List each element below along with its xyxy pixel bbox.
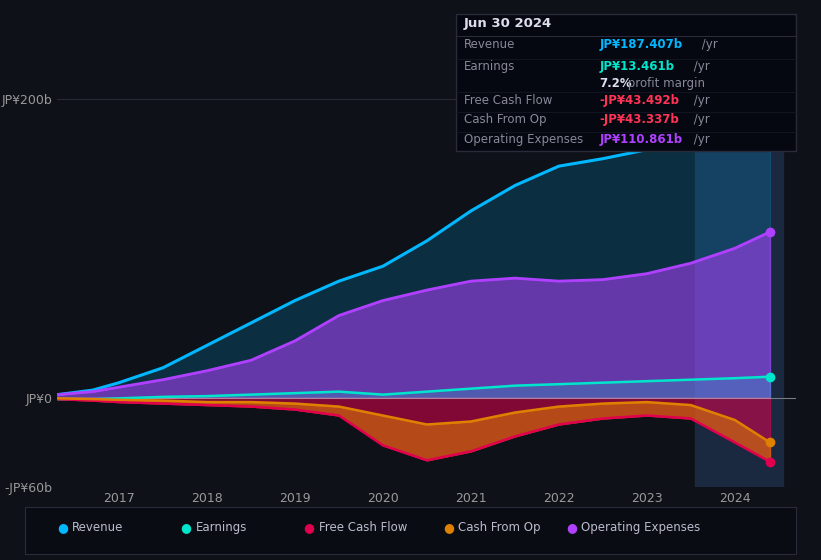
Text: profit margin: profit margin xyxy=(624,77,705,90)
Text: ●: ● xyxy=(566,521,577,534)
Text: -JP¥43.337b: -JP¥43.337b xyxy=(599,113,679,126)
Text: Operating Expenses: Operating Expenses xyxy=(581,521,700,534)
Text: Revenue: Revenue xyxy=(72,521,124,534)
Text: Free Cash Flow: Free Cash Flow xyxy=(464,94,553,106)
Text: -JP¥43.492b: -JP¥43.492b xyxy=(599,94,679,106)
Text: ●: ● xyxy=(304,521,314,534)
Text: Earnings: Earnings xyxy=(464,60,516,73)
Text: JP¥13.461b: JP¥13.461b xyxy=(599,60,674,73)
Text: /yr: /yr xyxy=(690,60,709,73)
Text: Operating Expenses: Operating Expenses xyxy=(464,133,583,146)
Text: Jun 30 2024: Jun 30 2024 xyxy=(464,17,552,30)
Text: Revenue: Revenue xyxy=(464,38,516,50)
Text: Free Cash Flow: Free Cash Flow xyxy=(319,521,407,534)
Text: ●: ● xyxy=(181,521,191,534)
Text: ●: ● xyxy=(443,521,454,534)
Bar xyxy=(695,84,783,487)
Text: Earnings: Earnings xyxy=(195,521,247,534)
Text: /yr: /yr xyxy=(698,38,718,50)
Text: Cash From Op: Cash From Op xyxy=(458,521,540,534)
Text: JP¥110.861b: JP¥110.861b xyxy=(599,133,682,146)
Text: /yr: /yr xyxy=(690,133,709,146)
Text: 7.2%: 7.2% xyxy=(599,77,632,90)
Text: ●: ● xyxy=(57,521,68,534)
Text: /yr: /yr xyxy=(690,113,709,126)
Text: /yr: /yr xyxy=(690,94,709,106)
Text: Cash From Op: Cash From Op xyxy=(464,113,546,126)
Text: JP¥187.407b: JP¥187.407b xyxy=(599,38,682,50)
